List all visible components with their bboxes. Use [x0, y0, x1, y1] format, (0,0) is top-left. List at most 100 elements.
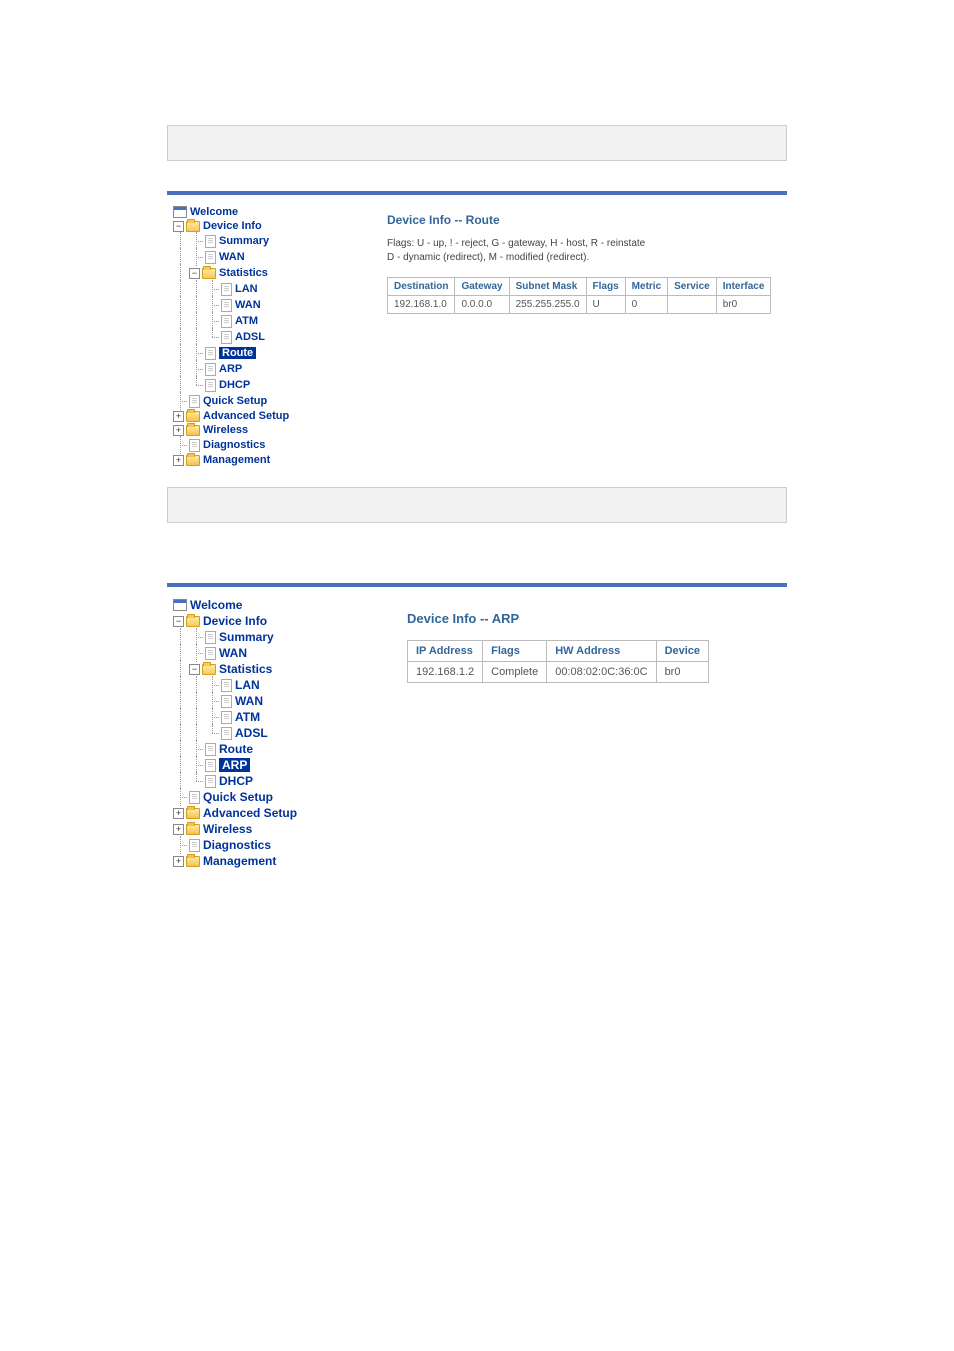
- nav-wan-label: WAN: [219, 251, 245, 263]
- nav-device-info[interactable]: − Device Info: [173, 219, 343, 233]
- nav-diagnostics[interactable]: Diagnostics: [173, 837, 363, 853]
- nav-stat-atm[interactable]: ATM: [173, 313, 343, 329]
- page-icon: [205, 347, 216, 360]
- collapse-icon[interactable]: −: [189, 664, 200, 675]
- nav-route[interactable]: Route: [173, 345, 343, 361]
- folder-closed-icon: [186, 411, 200, 422]
- nav-management-label: Management: [203, 454, 270, 466]
- nav-statistics[interactable]: − Statistics: [173, 265, 343, 281]
- nav-dhcp[interactable]: DHCP: [173, 773, 363, 789]
- nav-arp[interactable]: ARP: [173, 757, 363, 773]
- route-cell-interface: br0: [716, 296, 771, 314]
- page-icon: [205, 235, 216, 248]
- arp-table-row: 192.168.1.2 Complete 00:08:02:0C:36:0C b…: [408, 662, 709, 683]
- nav-summary-label: Summary: [219, 235, 269, 247]
- page-icon: [189, 439, 200, 452]
- nav-management[interactable]: + Management: [173, 453, 343, 467]
- nav-wireless-label: Wireless: [203, 822, 252, 836]
- nav-stat-atm-label: ATM: [235, 710, 260, 724]
- nav-stat-lan-label: LAN: [235, 283, 258, 295]
- nav-diagnostics-label: Diagnostics: [203, 838, 271, 852]
- nav-welcome-label: Welcome: [190, 598, 242, 612]
- page-icon: [205, 631, 216, 644]
- page-icon: [221, 711, 232, 724]
- nav-wireless[interactable]: + Wireless: [173, 423, 343, 437]
- expand-icon[interactable]: +: [173, 411, 184, 422]
- nav-arp[interactable]: ARP: [173, 361, 343, 377]
- nav-quick-setup[interactable]: Quick Setup: [173, 393, 343, 409]
- folder-closed-icon: [186, 808, 200, 819]
- nav-stat-adsl[interactable]: ADSL: [173, 725, 363, 741]
- nav-stat-wan[interactable]: WAN: [173, 693, 363, 709]
- nav-advanced-setup[interactable]: + Advanced Setup: [173, 805, 363, 821]
- arp-col-flags: Flags: [483, 641, 547, 662]
- expand-icon[interactable]: +: [173, 808, 184, 819]
- route-cell-flags: U: [586, 296, 625, 314]
- arp-cell-device: br0: [656, 662, 708, 683]
- nav-stat-lan[interactable]: LAN: [173, 677, 363, 693]
- route-table-row: 192.168.1.0 0.0.0.0 255.255.255.0 U 0 br…: [388, 296, 771, 314]
- nav-summary-label: Summary: [219, 630, 274, 644]
- page-icon: [221, 331, 232, 344]
- folder-open-icon: [186, 221, 200, 232]
- expand-icon[interactable]: +: [173, 425, 184, 436]
- collapse-icon[interactable]: −: [173, 616, 184, 627]
- nav-welcome[interactable]: Welcome: [173, 205, 343, 219]
- nav-device-info[interactable]: − Device Info: [173, 613, 363, 629]
- page-icon: [205, 759, 216, 772]
- expand-icon[interactable]: +: [173, 824, 184, 835]
- route-cell-destination: 192.168.1.0: [388, 296, 455, 314]
- arp-col-ip: IP Address: [408, 641, 483, 662]
- route-flags-note: Flags: U - up, ! - reject, G - gateway, …: [387, 237, 777, 265]
- nav-route-label: Route: [219, 347, 256, 359]
- nav-diagnostics-label: Diagnostics: [203, 439, 265, 451]
- nav-wan[interactable]: WAN: [173, 645, 363, 661]
- nav-summary[interactable]: Summary: [173, 629, 363, 645]
- nav-arp-label: ARP: [219, 758, 250, 772]
- page-icon: [205, 379, 216, 392]
- nav-device-info-label: Device Info: [203, 614, 267, 628]
- nav-welcome[interactable]: Welcome: [173, 597, 363, 613]
- route-note-line2: D - dynamic (redirect), M - modified (re…: [387, 252, 589, 263]
- content-route: Device Info -- Route Flags: U - up, ! - …: [347, 195, 787, 477]
- arp-cell-hw: 00:08:02:0C:36:0C: [547, 662, 656, 683]
- nav-stat-lan-label: LAN: [235, 678, 260, 692]
- page-icon: [189, 839, 200, 852]
- route-col-gateway: Gateway: [455, 278, 509, 296]
- nav-stat-atm[interactable]: ATM: [173, 709, 363, 725]
- nav-wan[interactable]: WAN: [173, 249, 343, 265]
- nav-statistics[interactable]: − Statistics: [173, 661, 363, 677]
- route-col-service: Service: [668, 278, 717, 296]
- nav-advanced-setup[interactable]: + Advanced Setup: [173, 409, 343, 423]
- content-arp: Device Info -- ARP IP Address Flags HW A…: [367, 587, 787, 879]
- nav-quick-setup[interactable]: Quick Setup: [173, 789, 363, 805]
- nav-stat-wan-label: WAN: [235, 694, 263, 708]
- nav-stat-wan[interactable]: WAN: [173, 297, 343, 313]
- route-col-flags: Flags: [586, 278, 625, 296]
- nav-route[interactable]: Route: [173, 741, 363, 757]
- arp-title: Device Info -- ARP: [407, 611, 777, 626]
- expand-icon[interactable]: +: [173, 856, 184, 867]
- folder-open-icon: [202, 268, 216, 279]
- nav-dhcp[interactable]: DHCP: [173, 377, 343, 393]
- page-icon: [221, 315, 232, 328]
- nav-summary[interactable]: Summary: [173, 233, 343, 249]
- banner-box-mid: [167, 487, 787, 523]
- arp-col-hw: HW Address: [547, 641, 656, 662]
- nav-diagnostics[interactable]: Diagnostics: [173, 437, 343, 453]
- welcome-icon: [173, 206, 187, 218]
- nav-stat-lan[interactable]: LAN: [173, 281, 343, 297]
- collapse-icon[interactable]: −: [173, 221, 184, 232]
- expand-icon[interactable]: +: [173, 455, 184, 466]
- page-icon: [189, 791, 200, 804]
- nav-management[interactable]: + Management: [173, 853, 363, 869]
- folder-closed-icon: [186, 856, 200, 867]
- page-icon: [205, 363, 216, 376]
- nav-stat-atm-label: ATM: [235, 315, 258, 327]
- nav-stat-adsl[interactable]: ADSL: [173, 329, 343, 345]
- nav-quick-setup-label: Quick Setup: [203, 790, 273, 804]
- page-icon: [221, 283, 232, 296]
- nav-wireless[interactable]: + Wireless: [173, 821, 363, 837]
- collapse-icon[interactable]: −: [189, 268, 200, 279]
- nav-quick-setup-label: Quick Setup: [203, 395, 267, 407]
